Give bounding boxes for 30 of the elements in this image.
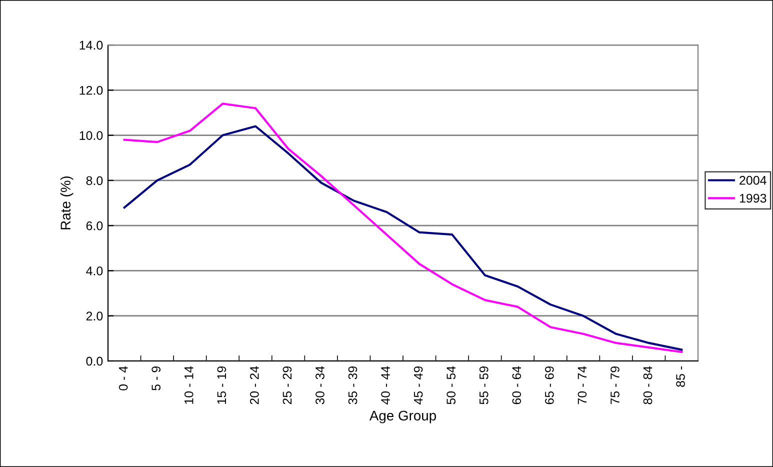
- x-tick-label: 65 - 69: [545, 366, 554, 404]
- x-tick-label: 85 -: [676, 366, 685, 387]
- x-tick-label: 80 - 84: [643, 366, 652, 404]
- x-tick-label: 10 - 14: [184, 366, 194, 404]
- x-tick-label: 30 - 34: [316, 366, 324, 404]
- x-tick-label: 20 - 24: [250, 366, 259, 404]
- x-tick-label: 5 - 9: [152, 366, 161, 390]
- x-tick-label: 35 - 39: [348, 366, 358, 404]
- x-tick-label: 40 - 44: [381, 366, 390, 404]
- x-tick-label: 70 - 74: [578, 366, 587, 404]
- y-tick-label: 10.0: [80, 131, 103, 140]
- x-tick-label: 50 - 54: [446, 366, 456, 404]
- y-axis-title: Rate (%): [60, 176, 74, 230]
- legend-label: 1993: [740, 194, 766, 203]
- x-tick-label: 55 - 59: [479, 366, 488, 404]
- x-tick-label: 0 - 4: [118, 366, 128, 390]
- x-tick-label: 15 - 19: [217, 366, 226, 404]
- x-tick-label: 60 - 64: [512, 366, 522, 404]
- y-tick-label: 12.0: [80, 86, 103, 95]
- y-tick-label: 2.0: [86, 312, 103, 321]
- x-tick-label: 45 - 49: [414, 366, 423, 404]
- y-tick-label: 14.0: [80, 40, 103, 50]
- x-axis-title: Age Group: [369, 410, 436, 424]
- legend-label: 2004: [740, 176, 766, 185]
- y-tick-label: 4.0: [86, 266, 103, 276]
- y-tick-label: 6.0: [86, 221, 103, 230]
- x-tick-label: 75 - 79: [610, 366, 620, 404]
- y-tick-label: 8.0: [86, 176, 103, 186]
- x-tick-label: 25 - 29: [282, 366, 292, 404]
- y-tick-label: 0.0: [86, 356, 103, 366]
